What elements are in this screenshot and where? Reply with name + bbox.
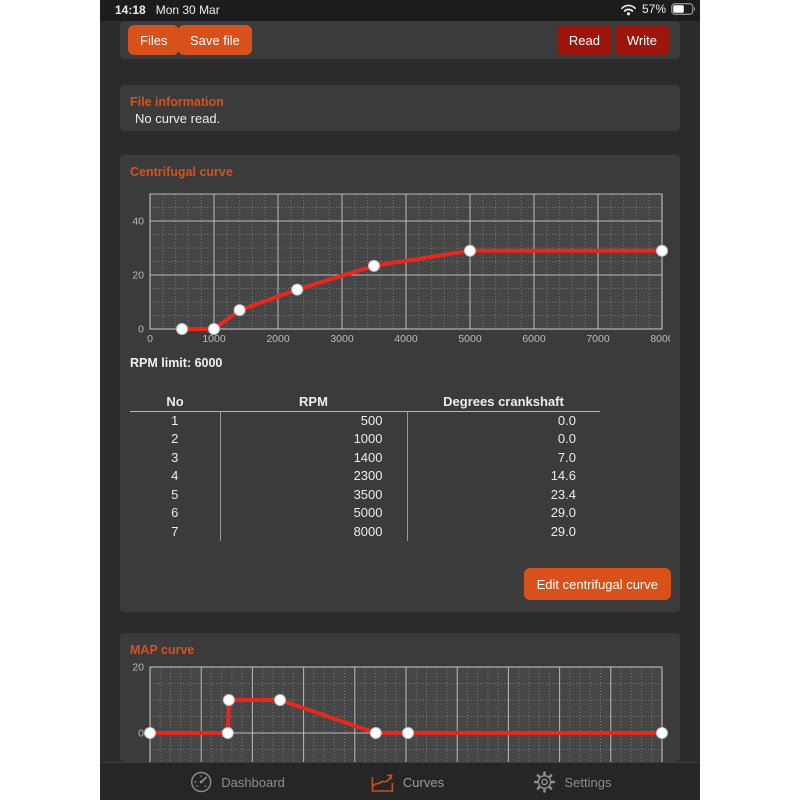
file-information-message: No curve read. <box>135 111 221 126</box>
table-row: 5 3500 23.4 <box>130 485 600 504</box>
read-button[interactable]: Read <box>556 25 612 55</box>
map-curve-title: MAP curve <box>130 643 195 657</box>
status-date: Mon 30 Mar <box>155 3 220 17</box>
settings-gear-icon <box>533 771 556 793</box>
svg-text:6000: 6000 <box>522 333 546 345</box>
table-row: 6 5000 29.0 <box>130 503 600 522</box>
table-cell-no: 7 <box>171 523 179 539</box>
table-cell-no: 6 <box>171 505 179 521</box>
table-cell-deg: 14.6 <box>406 466 600 485</box>
svg-text:7000: 7000 <box>586 333 610 345</box>
battery-percent: 57% <box>641 2 666 16</box>
table-cell-rpm: 8000 <box>219 522 407 541</box>
svg-text:0: 0 <box>138 728 144 740</box>
svg-text:2000: 2000 <box>266 333 290 345</box>
tab-curves-label: Curves <box>402 774 445 790</box>
table-cell-deg: 29.0 <box>406 522 600 541</box>
table-row: 1 500 0.0 <box>130 411 600 430</box>
write-button[interactable]: Write <box>614 25 669 55</box>
rpm-limit-text: RPM limit: 6000 <box>130 356 223 370</box>
table-cell-no: 5 <box>171 486 179 502</box>
dashboard-gauge-icon <box>190 771 212 793</box>
file-information-panel: File information No curve read. <box>120 85 680 131</box>
save-file-button[interactable]: Save file <box>178 25 252 55</box>
table-cell-rpm: 3500 <box>219 485 407 504</box>
svg-text:0: 0 <box>138 324 144 336</box>
table-cell-deg: 7.0 <box>406 448 600 467</box>
centrifugal-curve-title: Centrifugal curve <box>130 165 233 179</box>
map-curve-chart: 20 0 <box>132 662 668 762</box>
table-cell-deg: 0.0 <box>406 429 600 448</box>
wifi-icon <box>621 4 636 15</box>
table-cell-rpm: 500 <box>219 411 407 430</box>
column-header-degrees: Degrees crankshaft <box>407 392 600 412</box>
app-screen: 14:18 Mon 30 Mar 57% Files Save f <box>100 0 700 800</box>
column-header-no: No <box>130 392 220 412</box>
table-cell-no: 4 <box>171 468 179 484</box>
table-cell-deg: 23.4 <box>406 485 600 504</box>
centrifugal-curve-table: No RPM Degrees crankshaft 1 500 0.0 2 1000 0.… <box>130 392 600 541</box>
table-header-row: No RPM Degrees crankshaft <box>130 392 600 412</box>
table-row: 2 1000 0.0 <box>130 429 600 448</box>
toolbar: Files Save file Read Write <box>120 21 680 59</box>
tab-bar: Dashboard Curves <box>100 762 700 800</box>
table-cell-rpm: 5000 <box>219 503 407 522</box>
table-row: 4 2300 14.6 <box>130 466 600 485</box>
files-button[interactable]: Files <box>128 25 180 55</box>
tab-settings[interactable]: Settings <box>533 770 612 794</box>
map-curve-panel: MAP curve 20 0 <box>120 633 680 762</box>
svg-text:5000: 5000 <box>458 333 482 345</box>
svg-text:3000: 3000 <box>330 333 354 345</box>
curves-chart-icon <box>371 774 394 792</box>
status-bar: 14:18 Mon 30 Mar 57% <box>100 0 700 21</box>
battery-icon <box>671 3 695 15</box>
table-row: 3 1400 7.0 <box>130 448 600 467</box>
column-header-rpm: RPM <box>220 392 407 412</box>
table-cell-rpm: 1400 <box>219 448 407 467</box>
svg-text:1000: 1000 <box>202 333 226 345</box>
svg-text:0: 0 <box>147 333 153 345</box>
edit-centrifugal-curve-button[interactable]: Edit centrifugal curve <box>523 568 671 600</box>
svg-text:4000: 4000 <box>394 333 418 345</box>
tab-dashboard-label: Dashboard <box>221 774 285 790</box>
table-cell-deg: 0.0 <box>406 411 600 430</box>
file-information-title: File information <box>130 95 224 109</box>
svg-text:20: 20 <box>132 662 144 674</box>
centrifugal-curve-panel: Centrifugal curve 0 1000 2000 3000 4000 5000 6… <box>120 155 680 612</box>
table-cell-rpm: 1000 <box>219 429 407 448</box>
table-cell-no: 2 <box>171 431 179 447</box>
tab-dashboard[interactable]: Dashboard <box>189 770 285 794</box>
table-cell-deg: 29.0 <box>406 503 600 522</box>
table-row: 7 8000 29.0 <box>130 522 600 541</box>
tab-curves[interactable]: Curves <box>370 770 444 794</box>
table-cell-no: 3 <box>171 449 179 465</box>
centrifugal-curve-chart: 0 1000 2000 3000 4000 5000 6000 7000 8000 0 20 40 <box>132 193 670 345</box>
table-cell-rpm: 2300 <box>219 466 407 485</box>
svg-text:40: 40 <box>132 216 144 228</box>
table-cell-no: 1 <box>171 413 179 428</box>
status-time: 14:18 <box>115 3 146 17</box>
svg-text:8000: 8000 <box>650 333 670 345</box>
tab-settings-label: Settings <box>564 774 612 790</box>
svg-text:20: 20 <box>132 270 144 282</box>
